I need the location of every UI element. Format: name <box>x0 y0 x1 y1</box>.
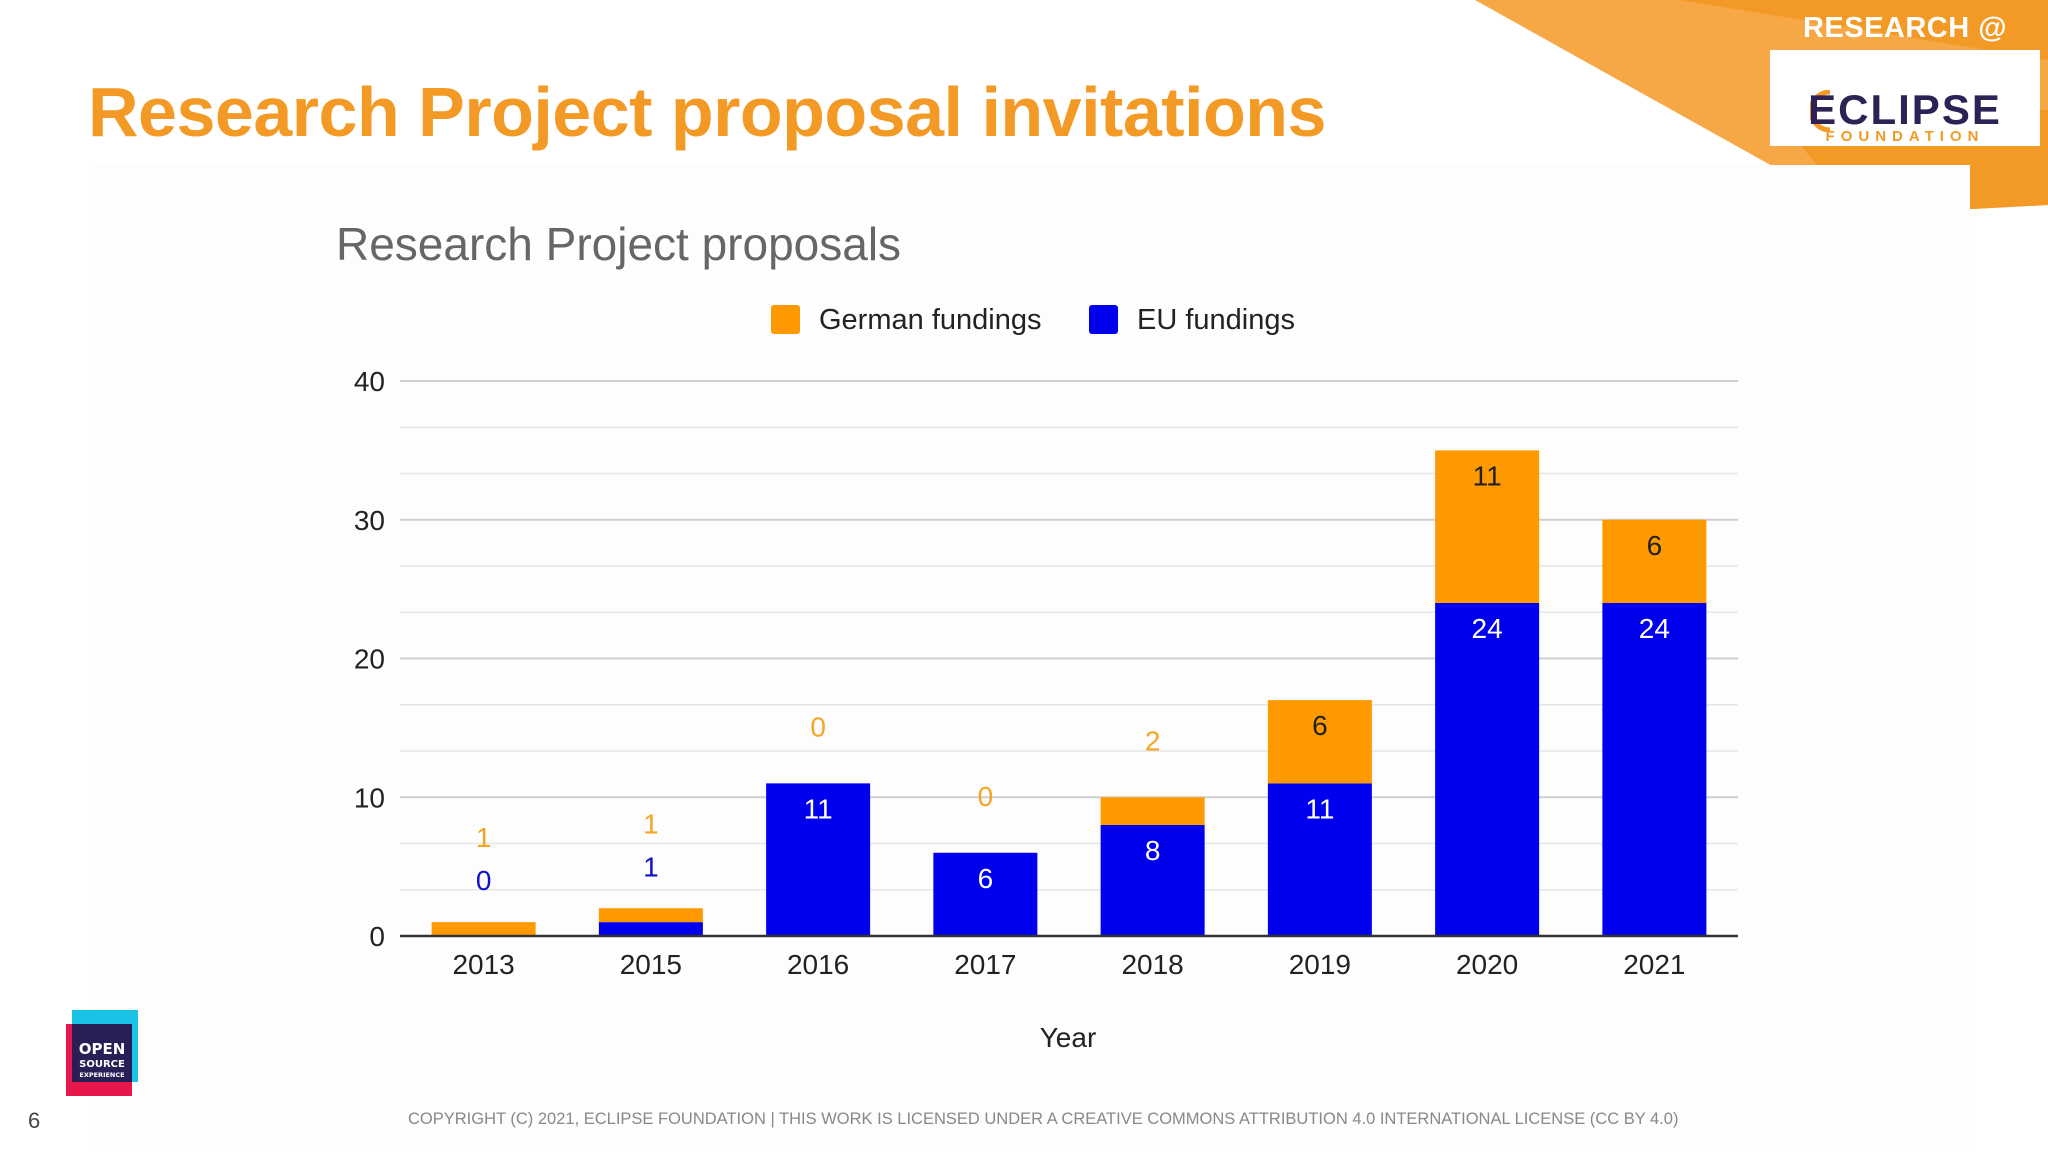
chart-title: Research Project proposals <box>336 218 901 270</box>
x-tick-label: 2013 <box>452 949 514 980</box>
ose-logo-line: OPEN <box>79 1040 126 1058</box>
x-tick-label: 2015 <box>620 949 682 980</box>
legend-label: German fundings <box>819 304 1041 336</box>
x-tick-label: 2016 <box>787 949 849 980</box>
logo-subword: FOUNDATION <box>1825 128 1985 145</box>
y-tick-label: 30 <box>354 505 385 536</box>
slide-title: Research Project proposal invitations <box>88 73 1326 151</box>
bar-eu-fundings <box>1602 603 1707 936</box>
x-tick-label: 2017 <box>954 949 1016 980</box>
y-axis-ticks: 0 10 20 30 40 <box>354 366 385 952</box>
data-label-german: 0 <box>810 711 826 742</box>
y-tick-label: 20 <box>354 644 385 675</box>
y-tick-label: 0 <box>369 921 385 952</box>
copyright-notice: COPYRIGHT (C) 2021, ECLIPSE FOUNDATION |… <box>408 1110 1679 1128</box>
bar-eu-fundings <box>1267 783 1372 936</box>
data-label-german: 1 <box>476 822 492 853</box>
page-number: 6 <box>28 1108 41 1133</box>
data-label-german: 11 <box>1473 460 1502 491</box>
data-label-eu: 24 <box>1639 613 1670 644</box>
legend-swatch <box>1089 305 1118 334</box>
bar-german-fundings <box>1100 797 1205 825</box>
y-tick-label: 10 <box>354 782 385 813</box>
eclipse-arc-icon <box>1810 90 1831 132</box>
data-label-eu: 0 <box>476 865 492 896</box>
bar-german-fundings <box>1602 519 1707 603</box>
data-label-eu: 11 <box>804 793 833 824</box>
ose-logo-line: SOURCE <box>79 1059 125 1070</box>
bar-eu-fundings <box>933 852 1038 936</box>
y-tick-label: 40 <box>354 366 385 397</box>
bar-eu-fundings <box>1435 603 1540 936</box>
data-label-german: 6 <box>1647 530 1663 561</box>
x-tick-label: 2020 <box>1456 949 1518 980</box>
x-axis-label: Year <box>1040 1022 1097 1053</box>
research-tag: RESEARCH @ <box>1802 12 2008 44</box>
data-label-german: 6 <box>1312 710 1328 741</box>
data-label-eu: 6 <box>978 863 994 894</box>
data-label-eu: 24 <box>1472 613 1503 644</box>
bar-german-fundings <box>431 922 536 936</box>
x-tick-label: 2018 <box>1121 949 1183 980</box>
bar-eu-fundings <box>766 783 871 936</box>
stacked-bar-chart: Research Project proposals German fundin… <box>336 218 1738 1053</box>
legend-swatch <box>771 305 800 334</box>
logo-word: ECLIPSE <box>1808 86 2002 133</box>
bar-german-fundings <box>1267 700 1372 784</box>
chart-panel: Research Project proposals German fundin… <box>90 165 1970 1150</box>
legend-label: EU fundings <box>1137 304 1295 336</box>
eclipse-logo: ECLIPSE FOUNDATION <box>1770 50 2040 146</box>
bar-german-fundings <box>1435 450 1540 603</box>
data-label-german: 1 <box>643 808 659 839</box>
open-source-experience-logo: OPEN SOURCE EXPERIENCE <box>66 1010 138 1096</box>
data-label-german: 2 <box>1145 725 1161 756</box>
chart-legend: German fundings EU fundings <box>771 304 1295 336</box>
x-tick-label: 2019 <box>1289 949 1351 980</box>
bar-eu-fundings <box>598 922 703 936</box>
data-label-eu: 1 <box>643 851 659 882</box>
ose-logo-line: EXPERIENCE <box>79 1071 124 1079</box>
bar-german-fundings <box>598 908 703 923</box>
bar-eu-fundings <box>1100 825 1205 936</box>
x-tick-label: 2021 <box>1623 949 1685 980</box>
x-axis-ticks: 2013 2015 2016 2017 2018 2019 2020 2021 <box>452 949 1685 980</box>
data-label-german: 0 <box>978 781 994 812</box>
data-label-eu: 11 <box>1305 793 1334 824</box>
data-label-eu: 8 <box>1145 835 1161 866</box>
